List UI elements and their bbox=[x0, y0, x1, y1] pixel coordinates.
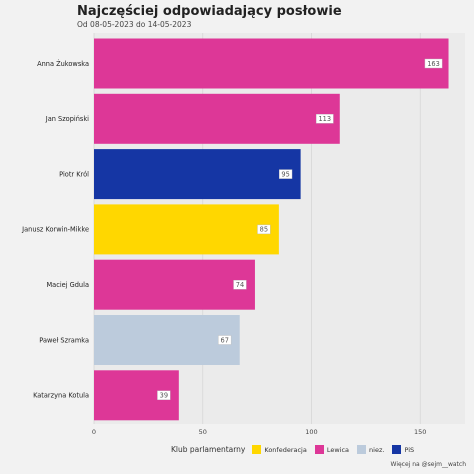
legend-entry-konfederacja: Konfederacja bbox=[252, 445, 307, 454]
category-label-piotr-krol: Piotr Król bbox=[59, 170, 89, 178]
x-tick-label-100: 100 bbox=[305, 428, 317, 436]
chart-title: Najczęściej odpowiadający posłowie bbox=[77, 4, 342, 19]
legend-entry-niez: niez. bbox=[357, 445, 384, 454]
value-label-box-janusz-korwin-mikke bbox=[257, 224, 271, 235]
legend-entry-lewica: Lewica bbox=[314, 445, 350, 454]
category-label-pawel-szramka: Paweł Szramka bbox=[39, 336, 89, 344]
category-label-maciej-gdula: Maciej Gdula bbox=[46, 281, 89, 289]
legend-swatch-niez bbox=[357, 445, 367, 454]
value-label-box-anna-zukowska bbox=[424, 58, 443, 69]
x-tick-label-50: 50 bbox=[199, 428, 207, 436]
value-label-box-katarzyna-kotula bbox=[157, 390, 171, 400]
category-label-katarzyna-kotula: Katarzyna Kotula bbox=[33, 392, 89, 400]
bar-anna-zukowska bbox=[94, 38, 449, 89]
x-tick-label-0: 0 bbox=[92, 428, 96, 436]
value-label-janusz-korwin-mikke: 85 bbox=[260, 226, 268, 234]
value-label-piotr-krol: 95 bbox=[281, 170, 289, 178]
value-label-jan-szopinski: 113 bbox=[318, 115, 331, 123]
value-label-pawel-szramka: 67 bbox=[221, 336, 229, 344]
bar-pawel-szramka bbox=[94, 315, 240, 365]
source-caption: Więcej na @sejm__watch bbox=[390, 461, 466, 468]
legend-label-niez: niez. bbox=[369, 445, 385, 454]
bar-jan-szopinski bbox=[94, 93, 340, 144]
value-label-anna-zukowska: 163 bbox=[427, 60, 440, 68]
legend-title: Klub parlamentarny bbox=[171, 445, 246, 454]
category-label-anna-zukowska: Anna Żukowska bbox=[37, 59, 89, 68]
value-label-box-jan-szopinski bbox=[315, 114, 334, 124]
value-label-maciej-gdula: 74 bbox=[236, 281, 244, 289]
bar-janusz-korwin-mikke bbox=[94, 204, 279, 255]
legend: Klub parlamentarny Konfederacja Lewica n… bbox=[171, 445, 418, 454]
bar-piotr-krol bbox=[94, 149, 301, 200]
category-label-jan-szopinski: Jan Szopiński bbox=[45, 115, 89, 123]
value-label-box-maciej-gdula bbox=[233, 280, 247, 290]
legend-label-pis: PiS bbox=[404, 445, 415, 454]
legend-swatch-lewica bbox=[314, 445, 324, 454]
value-label-box-pawel-szramka bbox=[218, 335, 232, 345]
bar-maciej-gdula bbox=[94, 259, 255, 310]
legend-swatch-konfederacja bbox=[252, 445, 262, 454]
value-label-katarzyna-kotula: 39 bbox=[160, 392, 168, 400]
chart-subtitle: Od 08-05-2023 do 14-05-2023 bbox=[77, 20, 192, 29]
legend-label-konfederacja: Konfederacja bbox=[264, 445, 307, 454]
x-tick-label-150: 150 bbox=[414, 428, 426, 436]
legend-entry-pis: PiS bbox=[392, 445, 414, 454]
value-label-box-piotr-krol bbox=[279, 169, 293, 179]
category-label-janusz-korwin-mikke: Janusz Korwin-Mikke bbox=[21, 226, 89, 234]
legend-label-lewica: Lewica bbox=[326, 445, 350, 454]
legend-swatch-pis bbox=[392, 445, 402, 454]
